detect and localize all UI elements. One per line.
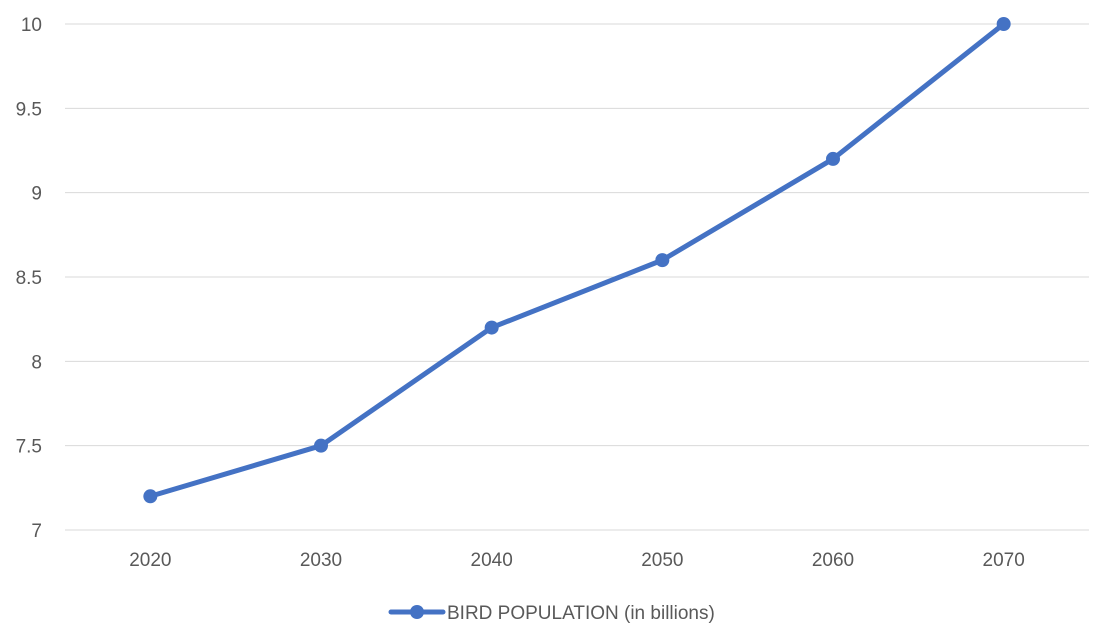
y-tick-label: 8: [31, 352, 42, 373]
x-tick-label: 2070: [983, 550, 1025, 571]
legend: BIRD POPULATION (in billions): [388, 603, 715, 624]
y-tick-label: 8.5: [16, 268, 42, 289]
y-tick-label: 9: [31, 184, 42, 205]
x-tick-label: 2060: [812, 550, 854, 571]
x-tick-label: 2040: [471, 550, 513, 571]
x-tick-label: 2020: [129, 550, 171, 571]
x-axis-tick-labels: 2020 2030 2040 2050 2060 2070: [129, 550, 1025, 571]
data-point: [314, 438, 328, 453]
y-tick-label: 10: [21, 15, 42, 36]
data-point: [826, 151, 840, 166]
y-tick-label: 9.5: [16, 99, 42, 120]
legend-marker: [410, 605, 424, 619]
data-point: [484, 320, 499, 335]
y-axis-tick-labels: 7 7.5 8 8.5 9 9.5 10: [16, 15, 42, 542]
data-point: [143, 489, 158, 504]
gridlines: [65, 23, 1089, 531]
data-point: [655, 253, 670, 268]
x-tick-label: 2050: [641, 550, 683, 571]
y-tick-label: 7.5: [16, 437, 42, 458]
y-tick-label: 7: [31, 521, 42, 542]
x-tick-label: 2030: [300, 550, 342, 571]
legend-label: BIRD POPULATION (in billions): [447, 603, 715, 624]
series-line: [147, 21, 1007, 499]
data-point: [996, 17, 1011, 31]
series-group: [143, 17, 1011, 504]
